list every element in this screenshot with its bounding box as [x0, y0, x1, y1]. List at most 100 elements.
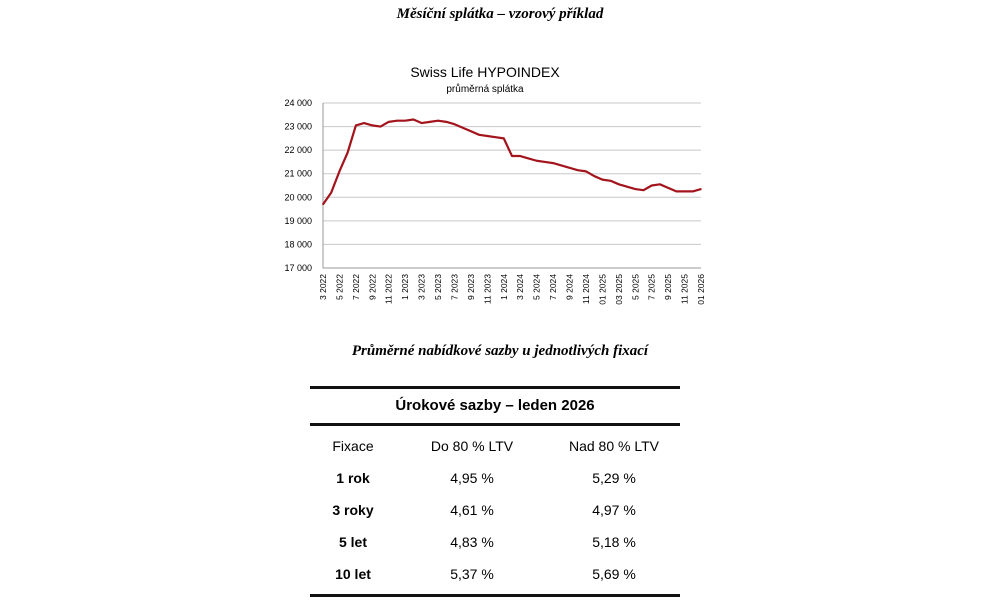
data-point	[461, 126, 464, 129]
y-tick-label: 21 000	[284, 169, 312, 179]
data-point	[511, 155, 513, 157]
x-tick-label: 11 2025	[680, 274, 690, 304]
table-heading: Průměrné nabídkové sazby u jednotlivých …	[351, 343, 649, 359]
x-tick-label: 03 2025	[614, 274, 624, 305]
data-point	[371, 124, 374, 127]
data-point	[470, 130, 472, 133]
data-point	[691, 190, 694, 193]
y-tick-label: 18 000	[284, 239, 312, 249]
cell-nad-80: 4,97 %	[592, 502, 636, 518]
table-bottom-rule	[310, 594, 680, 597]
x-tick-label: 3 2022	[318, 274, 328, 300]
data-point	[626, 185, 628, 188]
data-point	[601, 178, 604, 181]
x-tick-label: 7 2025	[647, 274, 657, 300]
data-point	[437, 119, 439, 122]
x-tick-label: 7 2024	[548, 274, 558, 300]
rates-table: Úrokové sazby – leden 2026 Fixace Do 80 …	[310, 386, 680, 597]
data-point	[609, 179, 612, 182]
data-point	[429, 121, 431, 123]
x-tick-label: 9 2022	[367, 274, 377, 300]
data-point	[396, 119, 398, 122]
data-point	[683, 190, 686, 193]
data-point	[412, 118, 415, 121]
data-point	[322, 203, 324, 206]
data-point	[700, 188, 702, 190]
data-point	[330, 191, 333, 194]
y-tick-label: 22 000	[284, 145, 312, 155]
data-point	[338, 170, 341, 173]
x-tick-label: 11 2024	[581, 274, 591, 304]
data-point	[650, 184, 653, 187]
table-top-rule	[310, 386, 680, 389]
cell-nad-80: 5,69 %	[592, 566, 636, 582]
cell-fixace: 3 roky	[332, 502, 374, 518]
table-row: 5 let 4,83 % 5,18 %	[310, 526, 680, 558]
data-point	[544, 161, 546, 163]
data-point	[420, 122, 423, 124]
cell-fixace: 5 let	[338, 534, 367, 550]
header-fixace: Fixace	[332, 438, 374, 454]
data-point	[502, 137, 505, 140]
data-point	[576, 169, 579, 171]
data-point	[675, 190, 678, 193]
x-tick-label: 9 2023	[466, 274, 476, 300]
cell-do-80: 5,37 %	[450, 566, 494, 582]
data-point	[634, 188, 637, 190]
x-tick-label: 01 2026	[696, 274, 706, 305]
cell-do-80: 4,83 %	[450, 534, 494, 550]
x-tick-label: 1 2024	[499, 274, 509, 300]
x-tick-label: 9 2025	[663, 274, 673, 300]
chart-title: Swiss Life HYPOINDEX	[410, 64, 560, 80]
data-point	[560, 164, 563, 167]
x-tick-label: 5 2025	[630, 274, 640, 300]
data-point	[585, 170, 587, 173]
y-tick-label: 23 000	[284, 122, 312, 132]
data-point	[453, 123, 456, 126]
line-chart: Swiss Life HYPOINDEX průměrná splátka 17…	[284, 64, 706, 305]
data-point	[404, 119, 406, 122]
table-row: 10 let 5,37 % 5,69 %	[310, 558, 680, 590]
series-line	[322, 118, 702, 205]
data-point	[478, 134, 480, 136]
data-point	[593, 175, 595, 177]
x-tick-label: 7 2023	[449, 274, 459, 300]
data-point	[445, 121, 448, 123]
table-header-row: Fixace Do 80 % LTV Nad 80 % LTV	[310, 430, 680, 462]
x-tick-label: 3 2024	[515, 274, 525, 300]
data-point	[618, 183, 620, 186]
cell-nad-80: 5,29 %	[592, 470, 636, 486]
table-row: 3 roky 4,61 % 4,97 %	[310, 494, 680, 526]
data-point	[642, 189, 645, 192]
table-title-rule	[310, 423, 680, 426]
data-point	[379, 125, 382, 128]
x-tick-label: 11 2023	[482, 274, 492, 304]
y-tick-label: 24 000	[284, 98, 312, 108]
x-tick-label: 1 2023	[400, 274, 410, 300]
data-point	[363, 122, 365, 124]
data-point	[519, 155, 522, 157]
y-tick-label: 19 000	[284, 216, 312, 226]
cell-fixace: 10 let	[335, 566, 371, 582]
chart-subtitle: průměrná splátka	[446, 83, 524, 95]
y-tick-label: 20 000	[284, 192, 312, 202]
x-tick-label: 5 2024	[532, 274, 542, 300]
cell-do-80: 4,61 %	[450, 502, 494, 518]
x-tick-label: 01 2025	[597, 274, 607, 305]
x-tick-label: 7 2022	[351, 274, 361, 300]
data-point	[667, 187, 669, 189]
data-point	[659, 183, 661, 186]
data-point	[355, 124, 357, 127]
x-tick-label: 3 2023	[417, 274, 427, 300]
cell-nad-80: 5,18 %	[592, 534, 636, 550]
data-point	[535, 159, 538, 162]
cell-fixace: 1 rok	[336, 470, 370, 486]
table-title: Úrokové sazby – leden 2026	[395, 397, 595, 414]
x-tick-label: 9 2024	[565, 274, 575, 300]
x-tick-label: 11 2022	[384, 274, 394, 304]
y-tick-label: 17 000	[284, 263, 312, 273]
data-point	[568, 167, 571, 169]
cell-do-80: 4,95 %	[450, 470, 494, 486]
x-tick-label: 5 2023	[433, 274, 443, 300]
data-point	[494, 136, 497, 138]
